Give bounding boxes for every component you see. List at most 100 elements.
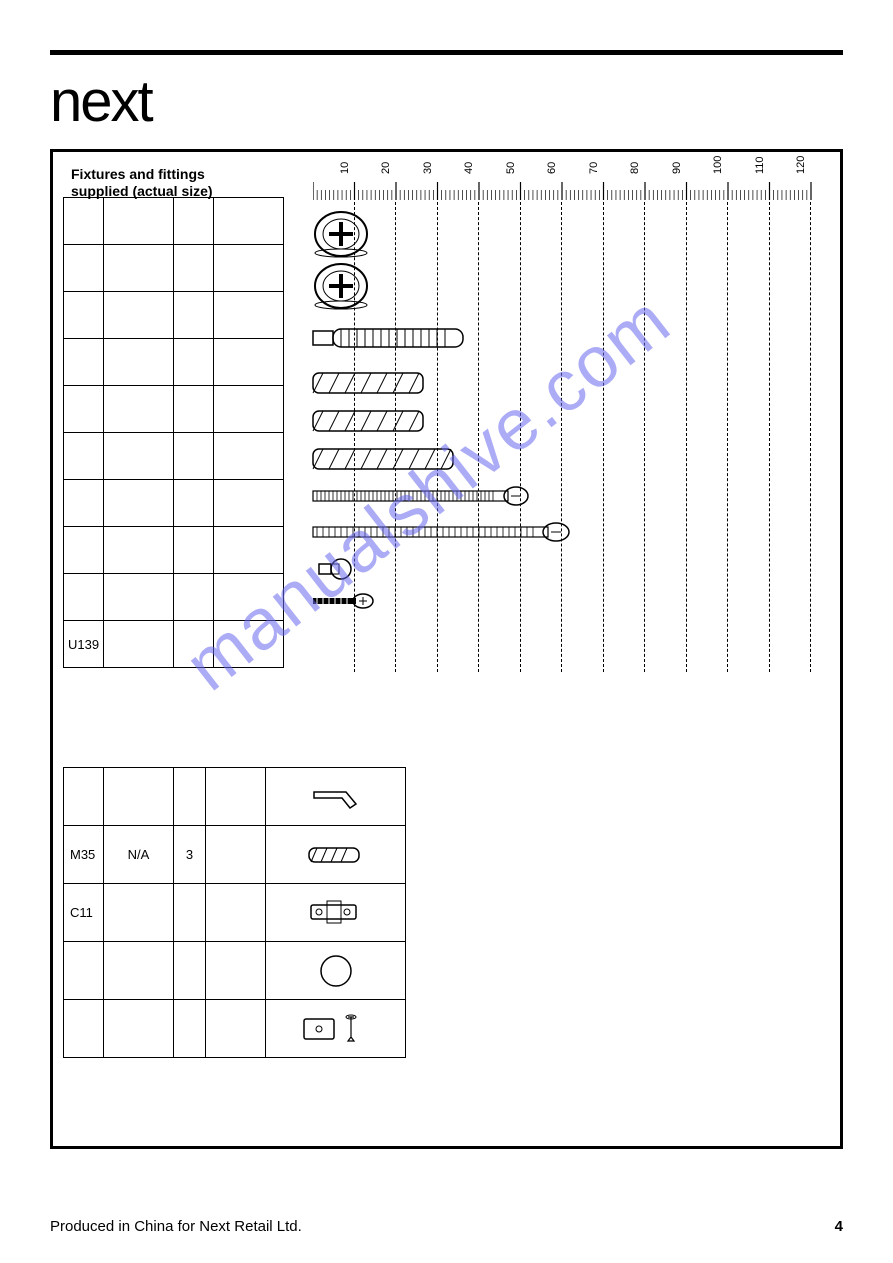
accessories-cell [104, 768, 174, 826]
fixtures-cell [64, 339, 104, 386]
ruler-guide-line [644, 202, 645, 672]
ruler-label: 30 [422, 162, 434, 174]
fixtures-cell [214, 292, 284, 339]
wood-dowel-icon [311, 364, 611, 402]
accessories-cell [64, 768, 104, 826]
accessories-cell: N/A [104, 826, 174, 884]
shelf-pin-icon [311, 550, 611, 586]
fixtures-cell [174, 621, 214, 668]
fixtures-cell [174, 198, 214, 245]
bolt-icon [311, 478, 611, 514]
accessories-table: M35N/A3 C11 [63, 767, 406, 1058]
accessories-cell [104, 1000, 174, 1058]
parts-column [311, 208, 611, 616]
fixtures-cell: U139 [64, 621, 104, 668]
fixtures-cell [64, 198, 104, 245]
page-footer: Produced in China for Next Retail Ltd. 4 [50, 1218, 843, 1235]
fixtures-cell [64, 527, 104, 574]
hinge-plate-icon [266, 884, 406, 942]
ruler-label: 60 [546, 162, 558, 174]
ruler-guide-line [686, 202, 687, 672]
ruler-label: 100 [712, 156, 724, 174]
ruler-label: 10 [339, 162, 351, 174]
fixtures-cell [214, 574, 284, 621]
fixtures-cell [174, 245, 214, 292]
fixtures-cell [104, 621, 174, 668]
fixtures-cell [64, 292, 104, 339]
page-number: 4 [835, 1218, 843, 1235]
fixtures-cell [174, 480, 214, 527]
accessories-cell [206, 942, 266, 1000]
wood-dowel-icon [311, 440, 611, 478]
fixtures-cell [64, 433, 104, 480]
accessories-cell [174, 942, 206, 1000]
ruler-label: 120 [795, 156, 807, 174]
fixtures-cell [104, 386, 174, 433]
ruler-label: 80 [629, 162, 641, 174]
ruler-label: 70 [588, 162, 600, 174]
fixtures-cell [214, 245, 284, 292]
circle-cover-icon [266, 942, 406, 1000]
accessories-cell: 3 [174, 826, 206, 884]
fixtures-cell [64, 574, 104, 621]
fixtures-cell [174, 527, 214, 574]
accessories-cell: C11 [64, 884, 104, 942]
accessories-cell [174, 768, 206, 826]
ruler-ticks [313, 182, 823, 202]
accessories-cell [104, 942, 174, 1000]
fixtures-table: U139 [63, 197, 284, 668]
allen-key-icon [266, 768, 406, 826]
fixtures-cell [214, 480, 284, 527]
fixtures-cell [214, 386, 284, 433]
fixtures-cell [104, 198, 174, 245]
fixtures-cell [64, 386, 104, 433]
ruler-label: 110 [754, 156, 766, 174]
fixtures-cell [104, 339, 174, 386]
title-line-1: Fixtures and fittings [71, 166, 205, 182]
fixtures-cell [104, 292, 174, 339]
accessories-cell [206, 768, 266, 826]
accessories-cell [206, 1000, 266, 1058]
fixtures-cell [214, 339, 284, 386]
ruler-guide-line [810, 202, 811, 672]
accessories-cell [104, 884, 174, 942]
fixtures-cell [64, 480, 104, 527]
ruler-label: 50 [505, 162, 517, 174]
fixtures-cell [174, 574, 214, 621]
fixtures-cell [214, 198, 284, 245]
brand-logo: next [50, 73, 843, 131]
dowel-icon [266, 826, 406, 884]
fixtures-cell [104, 480, 174, 527]
accessories-cell [174, 884, 206, 942]
ruler-label: 90 [671, 162, 683, 174]
ruler-guide-line [727, 202, 728, 672]
fixtures-cell [104, 574, 174, 621]
fixtures-cell [214, 621, 284, 668]
wood-dowel-icon [311, 402, 611, 440]
fixtures-cell [214, 527, 284, 574]
accessories-cell [174, 1000, 206, 1058]
cam-lock-icon [311, 208, 611, 260]
top-rule [50, 50, 843, 55]
cam-lock-icon [311, 260, 611, 312]
fixtures-cell [104, 527, 174, 574]
section-title: Fixtures and fittings supplied (actual s… [71, 166, 271, 200]
accessories-cell: M35 [64, 826, 104, 884]
ruler-label: 40 [463, 162, 475, 174]
fixtures-cell [174, 386, 214, 433]
fixtures-cell [104, 433, 174, 480]
screw-icon [311, 586, 611, 616]
accessories-cell [206, 826, 266, 884]
accessories-cell [64, 1000, 104, 1058]
fixtures-cell [104, 245, 174, 292]
mag-catch-icon [266, 1000, 406, 1058]
footer-text: Produced in China for Next Retail Ltd. [50, 1218, 302, 1235]
accessories-cell [206, 884, 266, 942]
content-frame: Fixtures and fittings supplied (actual s… [50, 149, 843, 1149]
ruler-guide-line [769, 202, 770, 672]
cam-bolt-icon [311, 312, 611, 364]
fixtures-cell [214, 433, 284, 480]
ruler-label: 20 [380, 162, 392, 174]
fixtures-cell [174, 433, 214, 480]
accessories-cell [64, 942, 104, 1000]
